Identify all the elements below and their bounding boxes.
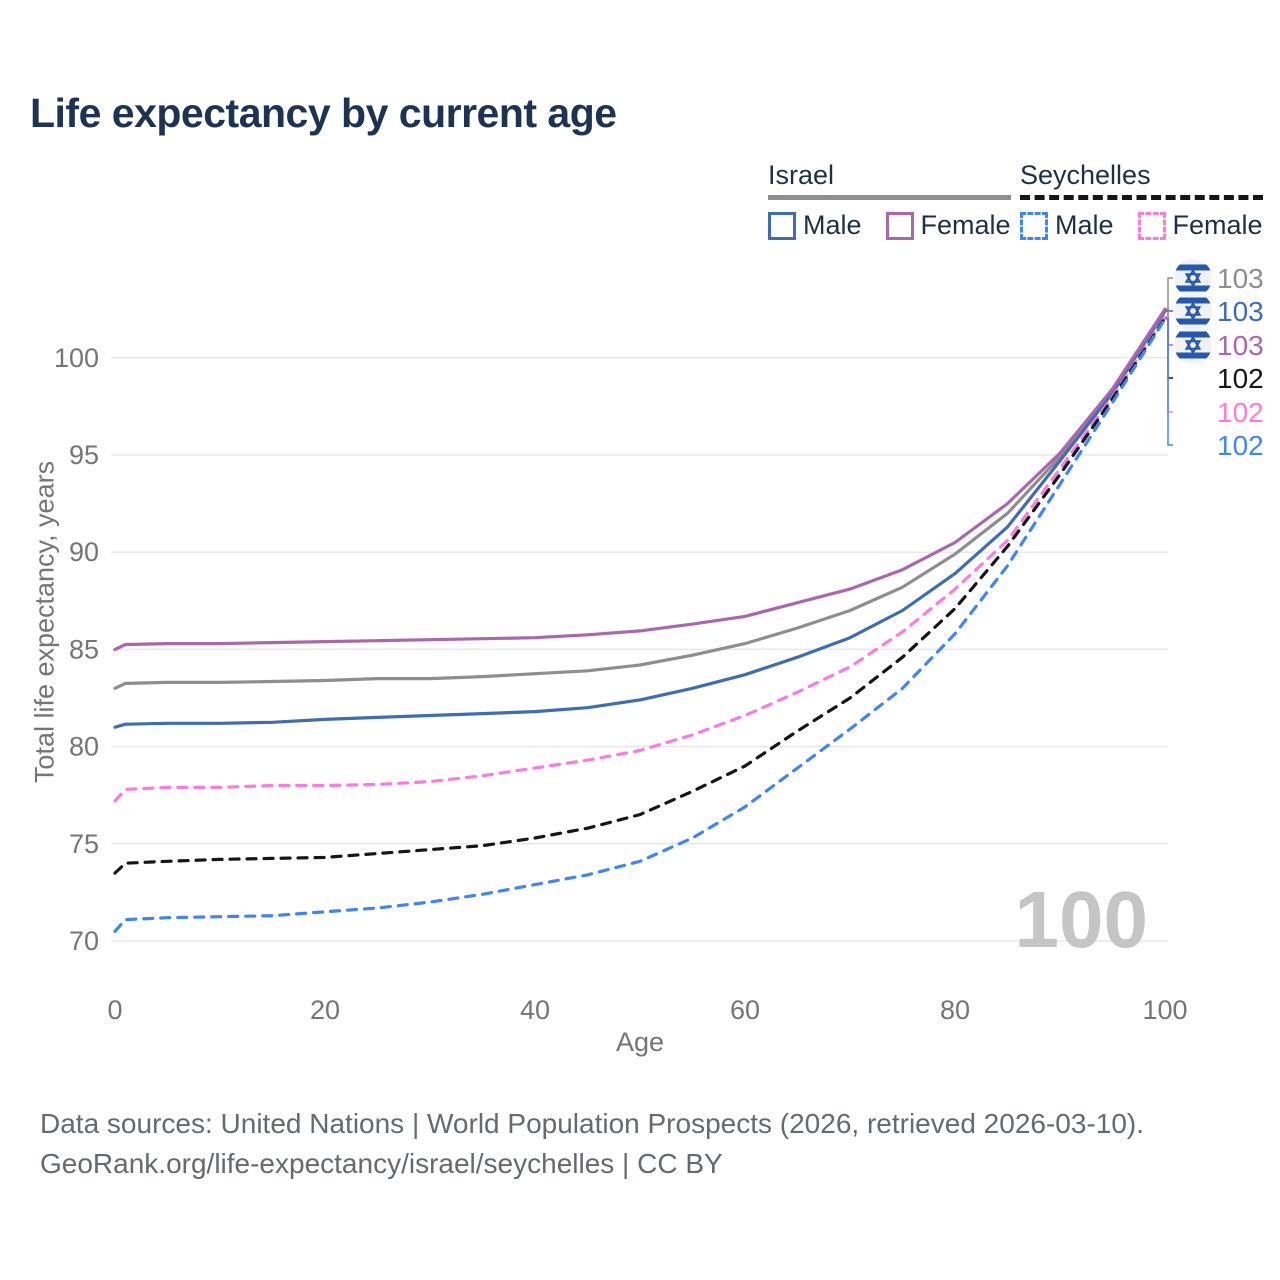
legend-swatch-israel-female xyxy=(885,211,914,240)
end-value-label: 102 xyxy=(1217,397,1264,428)
y-tick-label: 95 xyxy=(69,440,99,470)
legend-line-sample-israel xyxy=(768,195,1011,200)
legend-item-israel-male[interactable]: Male xyxy=(768,210,862,241)
legend-group-title-israel: Israel xyxy=(768,160,835,190)
series-line-seychelles xyxy=(113,316,1167,875)
footer-attribution-link: GeoRank.org/life-expectancy/israel/seych… xyxy=(40,1148,723,1179)
x-tick-label: 0 xyxy=(107,995,122,1025)
leader-line xyxy=(1163,318,1173,446)
end-value-label: 103 xyxy=(1217,263,1264,294)
x-tick-label: 80 xyxy=(940,995,970,1025)
x-tick-label: 40 xyxy=(520,995,550,1025)
legend-label-israel-male: Male xyxy=(803,210,862,240)
israel-flag-icon xyxy=(1174,259,1212,297)
footer-data-sources: Data sources: United Nations | World Pop… xyxy=(40,1108,1145,1139)
legend-item-seychelles-male[interactable]: Male xyxy=(1020,210,1114,241)
series-line-seychelles_female xyxy=(113,315,1167,803)
legend-swatch-seychelles-female xyxy=(1137,211,1166,240)
end-value-label: 102 xyxy=(1217,363,1264,394)
legend-item-israel-female[interactable]: Female xyxy=(885,210,1011,241)
seychelles-flag-icon xyxy=(1174,393,1212,431)
y-tick-label: 70 xyxy=(69,926,99,956)
israel-flag-icon xyxy=(1174,292,1212,330)
x-axis-title: Age xyxy=(616,1027,664,1057)
legend-line-sample-seychelles xyxy=(1020,195,1263,200)
x-tick-label: 100 xyxy=(1142,995,1187,1025)
end-value-label: 102 xyxy=(1217,430,1264,461)
legend-label-israel-female: Female xyxy=(920,210,1011,240)
israel-flag-icon xyxy=(1174,326,1212,364)
y-tick-label: 100 xyxy=(54,343,99,373)
series-line-israel_female xyxy=(113,307,1167,652)
legend-label-seychelles-female: Female xyxy=(1172,210,1263,240)
legend-group-title-seychelles: Seychelles xyxy=(1020,160,1151,190)
legend-group-seychelles: Seychelles Male Female xyxy=(1020,160,1263,241)
y-tick-label: 85 xyxy=(69,634,99,664)
page-title: Life expectancy by current age xyxy=(30,90,617,136)
y-tick-label: 90 xyxy=(69,537,99,567)
seychelles-flag-icon xyxy=(1174,359,1212,397)
chart-legend: Israel Male Female Seychelles Male xyxy=(0,160,1280,240)
watermark-age-100: 100 xyxy=(1015,875,1148,964)
legend-item-seychelles-female[interactable]: Female xyxy=(1137,210,1263,241)
series-line-seychelles_male xyxy=(113,317,1167,933)
series-line-israel_male xyxy=(113,309,1167,729)
legend-swatch-israel-male xyxy=(768,211,796,240)
series-line-israel xyxy=(113,308,1167,690)
legend-group-israel: Israel Male Female xyxy=(768,160,1011,241)
y-tick-label: 75 xyxy=(69,829,99,859)
y-axis-title: Total life expectancy, years xyxy=(29,460,60,784)
end-value-label: 103 xyxy=(1217,330,1264,361)
legend-label-seychelles-male: Male xyxy=(1055,210,1114,240)
end-value-label: 103 xyxy=(1217,296,1264,327)
y-tick-label: 80 xyxy=(69,732,99,762)
x-tick-label: 60 xyxy=(730,995,760,1025)
x-tick-label: 20 xyxy=(310,995,340,1025)
leader-line xyxy=(1163,277,1173,311)
seychelles-flag-icon xyxy=(1174,426,1212,464)
legend-swatch-seychelles-male xyxy=(1020,211,1048,240)
